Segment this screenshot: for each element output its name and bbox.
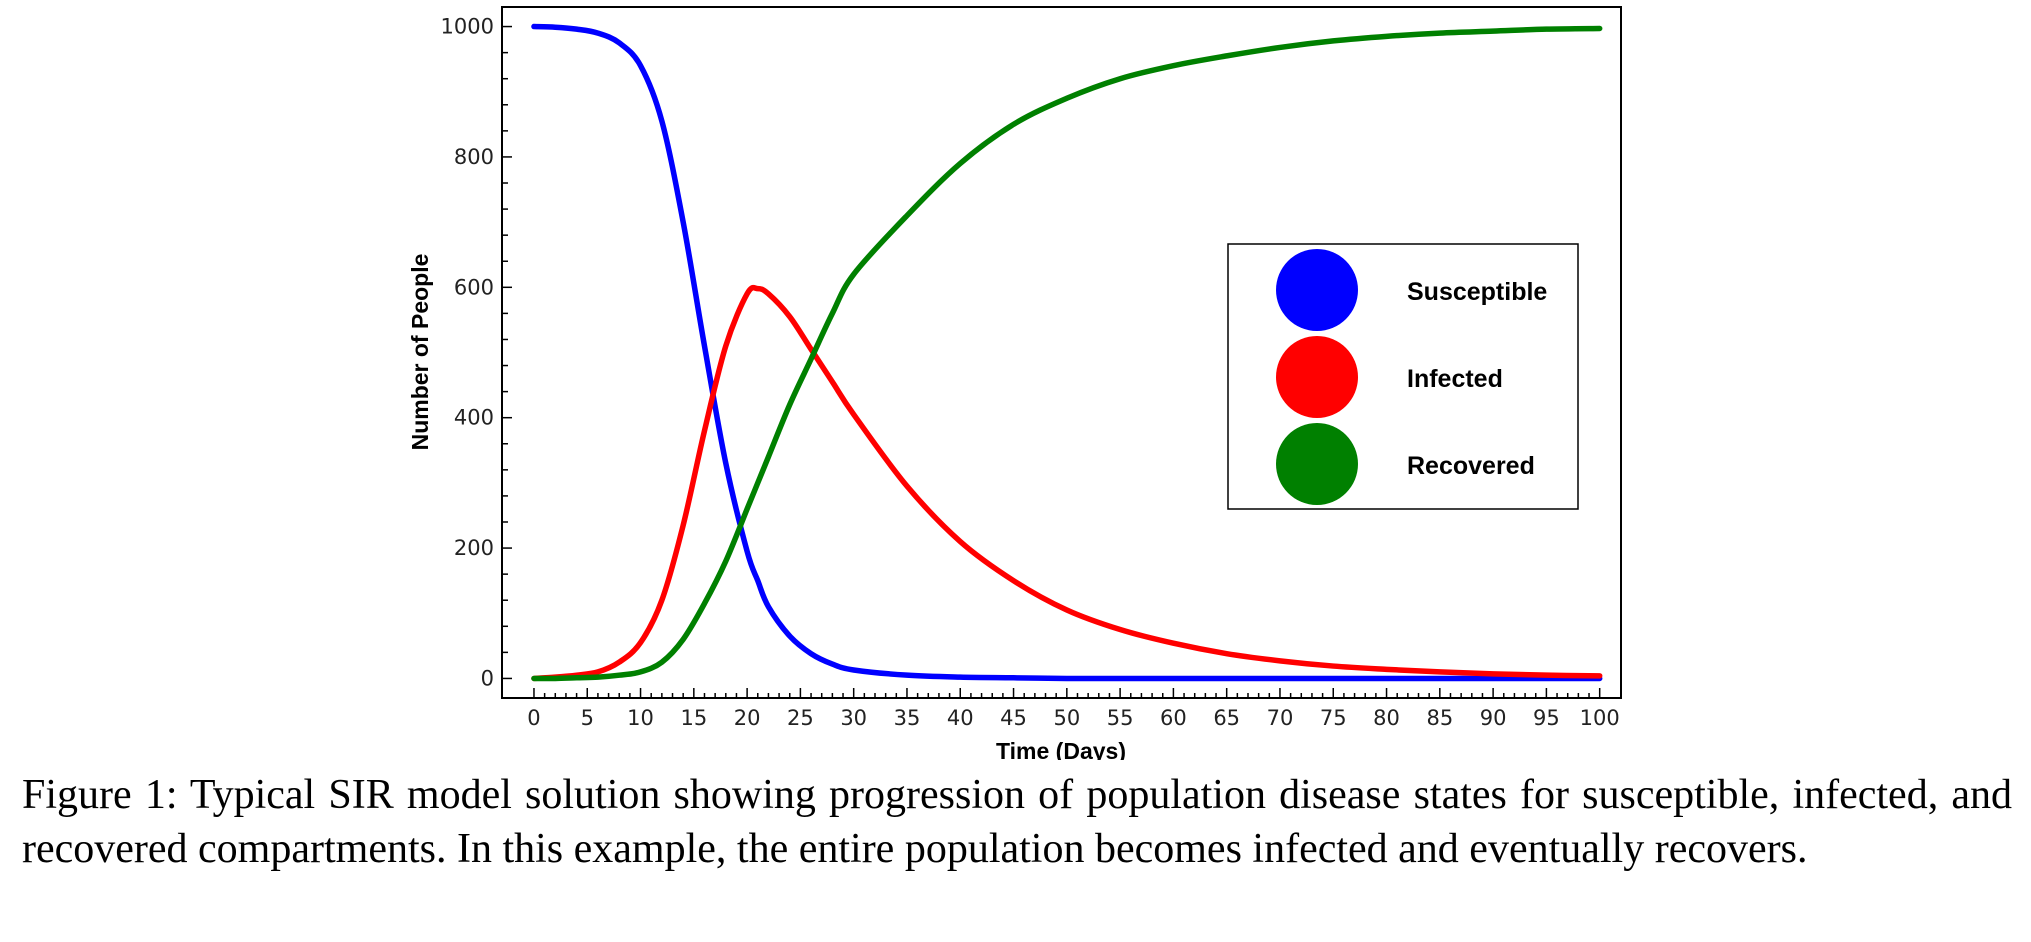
sir-chart: 0 200 400 600 800 1000 0 5 10 15 20 25 30 35 40 45 50 55… [407,6,1622,760]
x-tick-label: 85 [1426,706,1453,730]
y-tick-label: 200 [454,536,494,560]
legend: Susceptible Infected Recovered [1227,243,1579,510]
x-tick-label: 15 [680,706,707,730]
y-axis-title: Number of People [407,254,433,451]
legend-swatch-susceptible [1276,249,1358,331]
legend-label-recovered: Recovered [1407,452,1535,480]
x-tick-label: 90 [1480,706,1507,730]
figure-caption: Figure 1: Typical SIR model solution sho… [22,772,2012,872]
y-tick-label: 0 [481,666,494,690]
legend-swatch-infected [1276,336,1358,418]
x-tick-label: 45 [1000,706,1027,730]
x-tick-label: 75 [1320,706,1347,730]
x-tick-label: 60 [1160,706,1187,730]
legend-swatch-recovered [1276,423,1358,505]
x-tick-label: 5 [581,706,594,730]
series-line-susceptible [531,23,1603,682]
y-tick-label: 1000 [441,15,494,39]
x-tick-label: 20 [734,706,761,730]
x-tick-label: 65 [1213,706,1240,730]
series-line-recovered [531,25,1603,682]
x-axis-ticks: 0 5 10 15 20 25 30 35 40 45 50 55 60 65 70 75 80 85 90 95 10… [527,688,1620,730]
plot-frame [501,6,1622,699]
x-tick-label: 80 [1373,706,1400,730]
x-tick-label: 0 [527,706,540,730]
series-line-infected [531,284,1603,682]
y-axis-ticks: 0 200 400 600 800 1000 [441,15,512,690]
x-tick-label: 25 [787,706,814,730]
x-tick-label: 55 [1107,706,1134,730]
x-tick-label: 50 [1053,706,1080,730]
x-tick-label: 10 [627,706,654,730]
series-lines [531,23,1603,682]
x-tick-label: 35 [894,706,921,730]
x-tick-label: 30 [840,706,867,730]
x-tick-label: 100 [1580,706,1620,730]
legend-label-susceptible: Susceptible [1407,278,1547,306]
x-axis-title: Time (Days) [996,738,1126,760]
legend-label-infected: Infected [1407,365,1503,393]
x-tick-label: 40 [947,706,974,730]
x-tick-label: 70 [1267,706,1294,730]
x-tick-label: 95 [1533,706,1560,730]
y-tick-label: 600 [454,275,494,299]
y-tick-label: 800 [454,145,494,169]
y-tick-label: 400 [454,406,494,430]
